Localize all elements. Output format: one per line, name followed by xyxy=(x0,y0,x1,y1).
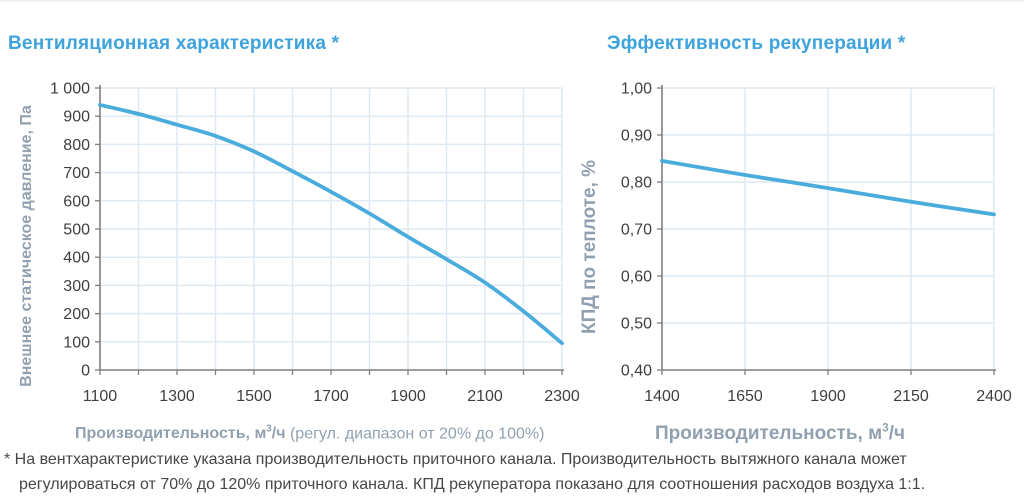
y-tick-label: 300 xyxy=(63,278,90,295)
ventilation-chart-title: Вентиляционная характеристика * xyxy=(8,33,340,54)
recuperation-curve xyxy=(660,158,996,217)
y-tick-label: 700 xyxy=(63,165,90,182)
x-tick-label: 2400 xyxy=(976,388,1012,405)
ventilation-curve xyxy=(98,103,564,346)
footnote-line-2: регулироваться от 70% до 120% приточного… xyxy=(19,476,926,493)
x-title-bold-end: /ч xyxy=(271,425,286,443)
x-tick-label: 2150 xyxy=(893,388,929,405)
superscript-3: 3 xyxy=(882,422,889,435)
ventilation-y-axis-title: Внешнее статическое давление, Па xyxy=(18,105,35,387)
x-tick-label: 1400 xyxy=(644,388,680,405)
y-tick-label: 0,50 xyxy=(621,316,652,333)
y-tick-label: 800 xyxy=(63,137,90,154)
y-tick-label: 900 xyxy=(63,109,90,126)
x-tick-label: 1650 xyxy=(727,388,763,405)
x-title-regular: (регул. диапазон от 20% до 100%) xyxy=(285,425,545,443)
ventilation-x-axis-title: Производительность, м3/ч (регул. диапазо… xyxy=(75,424,544,443)
y-tick-label: 0,80 xyxy=(621,175,652,192)
superscript-3: 3 xyxy=(266,424,272,435)
top-edge-divider xyxy=(0,0,1024,2)
y-tick-label: 0,90 xyxy=(621,128,652,145)
y-tick-label: 0,40 xyxy=(621,363,652,380)
x-tick-label: 1500 xyxy=(236,388,272,405)
y-tick-label: 200 xyxy=(63,306,90,323)
y-tick-label: 1,00 xyxy=(621,81,652,98)
x-title-bold: Производительность, м xyxy=(655,423,883,445)
x-tick-label: 1300 xyxy=(159,388,195,405)
y-tick-label: 0,60 xyxy=(621,269,652,286)
x-tick-label: 1700 xyxy=(313,388,349,405)
x-tick-label: 1100 xyxy=(83,388,118,405)
recuperation-y-axis-title: КПД по теплоте, % xyxy=(579,159,600,335)
y-tick-label: 100 xyxy=(63,334,90,351)
footnote-line-1: * На вентхарактеристике указана производ… xyxy=(4,451,907,468)
y-tick-label: 400 xyxy=(63,250,90,267)
recuperation-x-axis-title: Производительность, м3/ч xyxy=(655,422,905,445)
y-tick-label: 0,70 xyxy=(621,222,652,239)
x-tick-label: 1900 xyxy=(810,388,846,405)
x-tick-label: 1900 xyxy=(390,388,426,405)
x-tick-label: 2300 xyxy=(544,388,580,405)
x-tick-label: 2100 xyxy=(467,388,503,405)
y-tick-label: 0 xyxy=(81,363,90,380)
y-tick-label: 1 000 xyxy=(50,81,90,98)
x-title-bold-end: /ч xyxy=(888,423,905,445)
recuperation-chart-title: Эффективность рекуперации * xyxy=(607,33,906,54)
y-tick-label: 500 xyxy=(63,222,90,239)
x-title-bold: Производительность, м xyxy=(75,425,267,443)
y-tick-label: 600 xyxy=(63,193,90,210)
